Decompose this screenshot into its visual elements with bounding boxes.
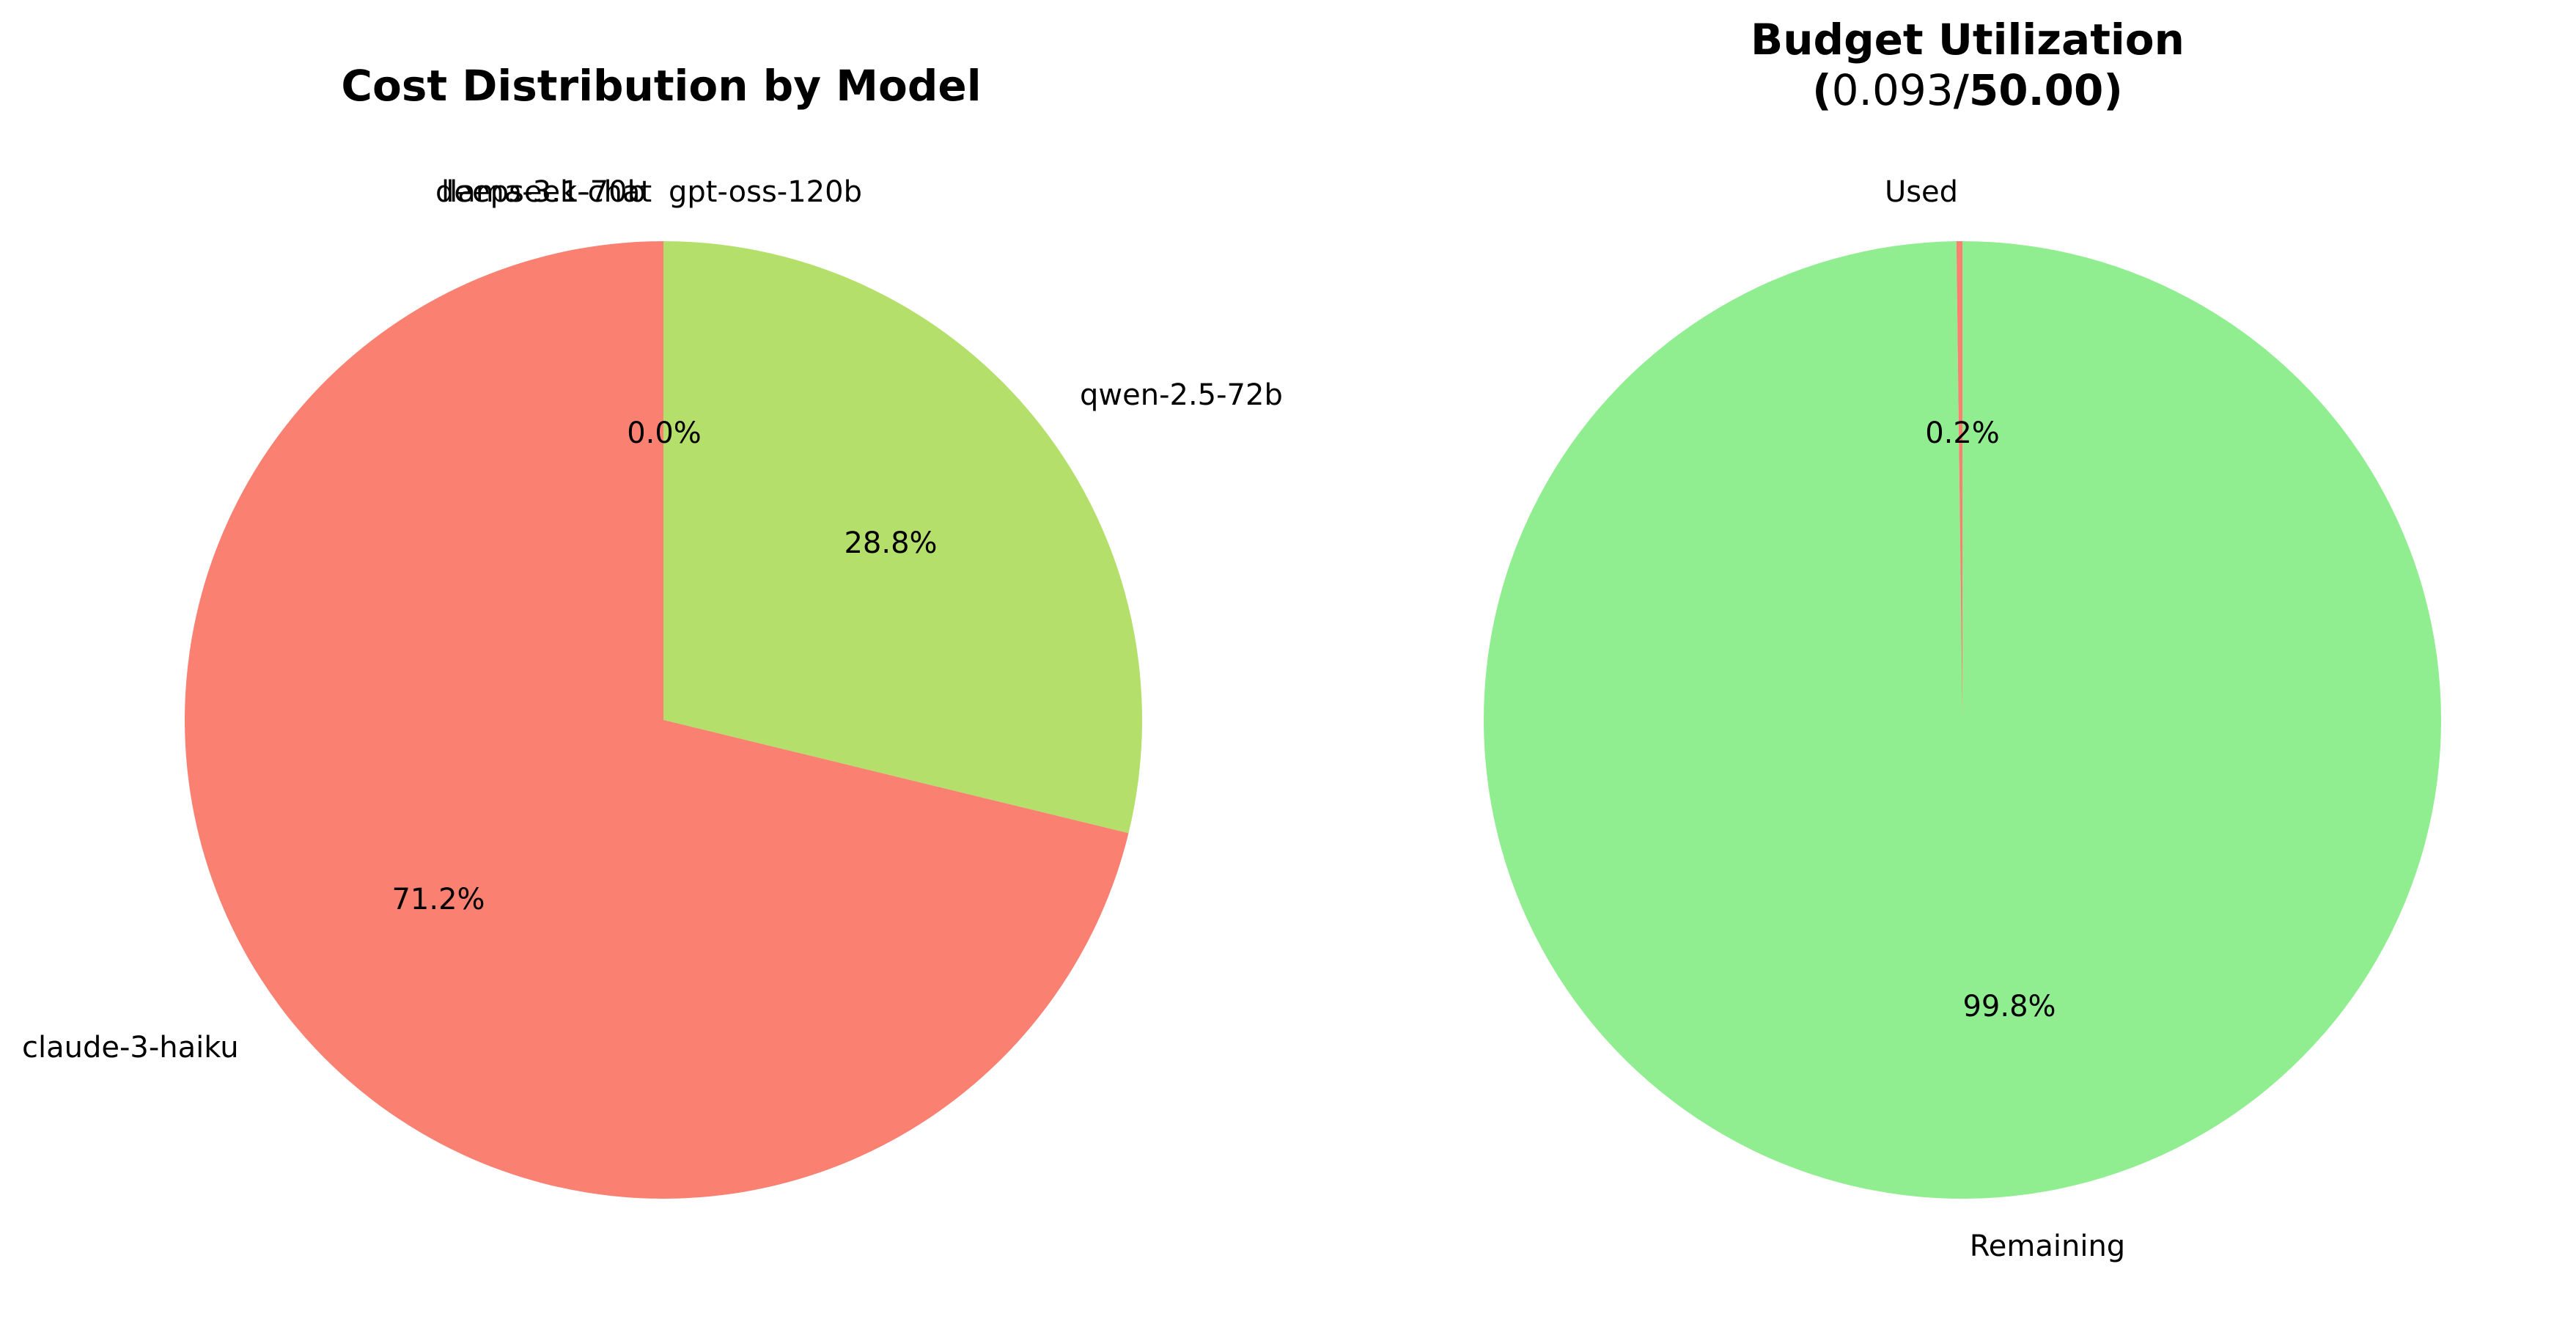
pie-slice-qwen-2-5-72b: [663, 241, 1142, 834]
slice-label-llama: llama-3.1-70b: [441, 175, 646, 209]
chart-subtitle-budget: (0.093/50.00): [1812, 65, 2123, 115]
slice-pct-remaining: 99.8%: [1962, 990, 2056, 1023]
cost-distribution-chart: Cost Distribution by Model llama-3.1-70b…: [22, 61, 1283, 1199]
slice-label-claude: claude-3-haiku: [22, 1031, 239, 1065]
pie-slice-used: [1956, 241, 1962, 720]
slice-pct-claude: 71.2%: [391, 883, 485, 916]
chart-title-cost: Cost Distribution by Model: [341, 61, 981, 111]
pie-slice-remaining: [1483, 241, 2441, 1199]
slice-label-used: Used: [1885, 175, 1958, 209]
budget-pie: [1483, 241, 2441, 1199]
slice-pct-zero: 0.0%: [627, 416, 702, 450]
slice-label-gpt-oss: gpt-oss-120b: [669, 175, 862, 209]
cost-pie-labels: llama-3.1-70b deepseek-chat gpt-oss-120b…: [22, 175, 1283, 1065]
slice-label-remaining: Remaining: [1970, 1229, 2125, 1263]
cost-pie: [185, 240, 1142, 1199]
chart-title-budget: Budget Utilization: [1751, 15, 2185, 65]
slice-pct-used: 0.2%: [1925, 416, 2000, 450]
pie-slice-claude-3-haiku: [185, 240, 1129, 1199]
slice-label-qwen: qwen-2.5-72b: [1080, 378, 1283, 412]
budget-pie-labels: Used Remaining 0.2% 99.8%: [1885, 175, 2125, 1263]
slice-pct-qwen: 28.8%: [844, 526, 937, 560]
slice-label-deepseek: deepseek-chat: [435, 175, 652, 209]
budget-utilization-chart: Budget Utilization (0.093/50.00) Used Re…: [1483, 15, 2441, 1263]
